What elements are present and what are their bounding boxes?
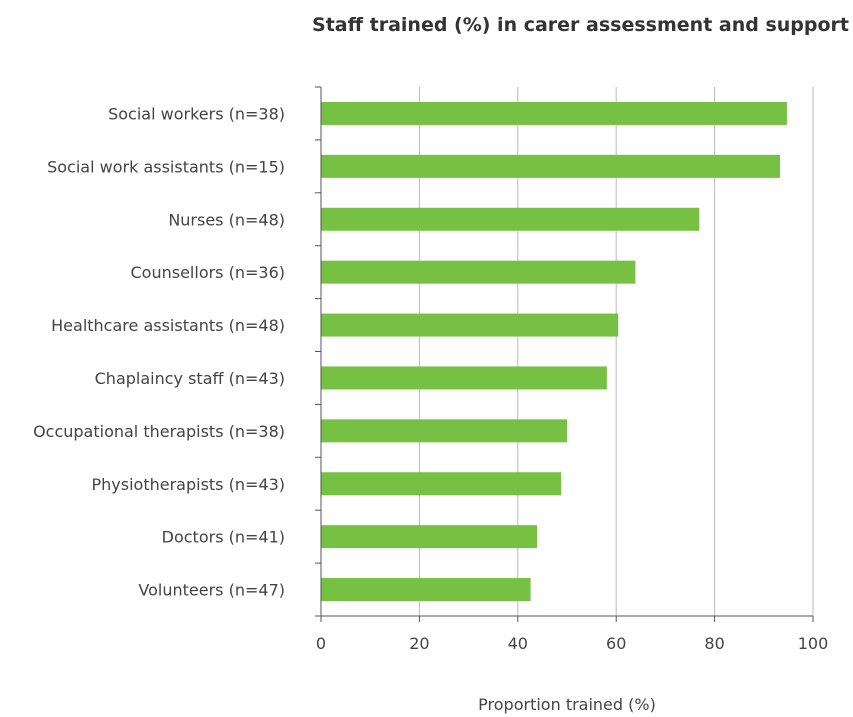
bar-4 — [321, 260, 636, 284]
category-label-10: Volunteers (n=47) — [138, 581, 285, 600]
category-label-8: Physiotherapists (n=43) — [92, 475, 286, 494]
bar-6 — [321, 366, 607, 390]
bar-9 — [321, 525, 537, 549]
x-tick-label-40: 40 — [508, 634, 528, 653]
category-label-1: Social workers (n=38) — [108, 104, 285, 123]
x-tick-label-0: 0 — [316, 634, 326, 653]
bar-8 — [321, 472, 562, 496]
category-label-5: Healthcare assistants (n=48) — [51, 316, 285, 335]
x-tick-label-60: 60 — [606, 634, 626, 653]
bar-10 — [321, 578, 531, 602]
bars — [321, 101, 787, 602]
x-tick-label-100: 100 — [798, 634, 829, 653]
category-label-7: Occupational therapists (n=38) — [33, 422, 285, 441]
category-label-4: Counsellors (n=36) — [131, 263, 286, 282]
bar-2 — [321, 154, 781, 178]
bar-5 — [321, 313, 619, 337]
bar-7 — [321, 419, 567, 443]
bar-1 — [321, 101, 787, 125]
category-label-9: Doctors (n=41) — [162, 528, 285, 547]
category-label-6: Chaplaincy staff (n=43) — [95, 369, 285, 388]
x-tick-label-20: 20 — [409, 634, 429, 653]
x-tick-label-80: 80 — [704, 634, 724, 653]
x-tick-labels: 0 20 40 60 80 100 — [316, 634, 828, 653]
axes — [315, 86, 814, 622]
bar-3 — [321, 207, 700, 231]
chart-title: Staff trained (%) in carer assessment an… — [312, 14, 849, 36]
category-label-2: Social work assistants (n=15) — [47, 157, 285, 176]
category-labels: Social workers (n=38) Social work assista… — [33, 104, 285, 599]
x-axis-label: Proportion trained (%) — [478, 695, 656, 714]
category-label-3: Nurses (n=48) — [168, 210, 285, 229]
